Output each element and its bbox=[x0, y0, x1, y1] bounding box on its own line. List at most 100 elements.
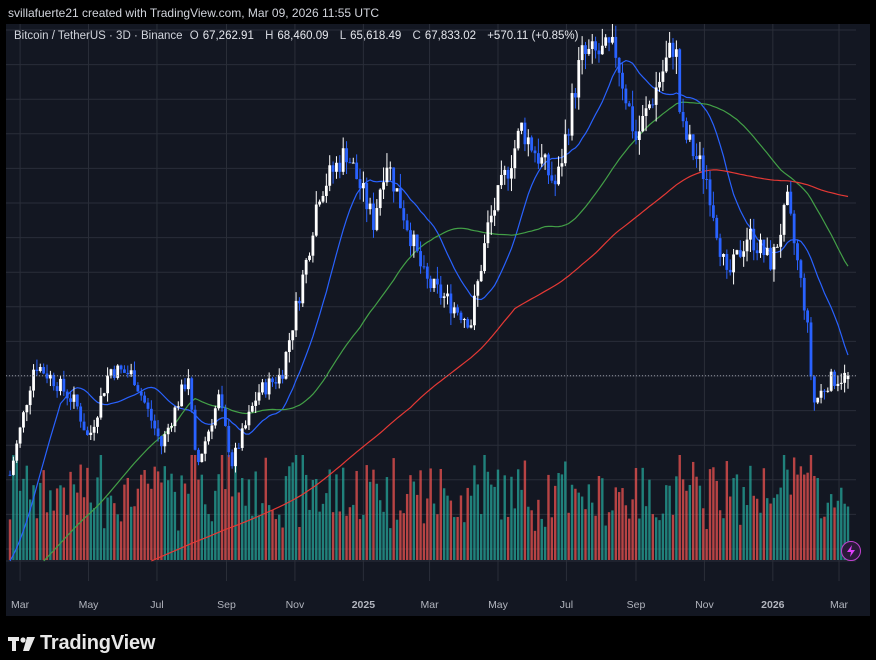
candle bbox=[641, 104, 645, 133]
volume-bar bbox=[661, 513, 665, 560]
candle-body bbox=[385, 167, 389, 183]
candle-body bbox=[11, 460, 15, 475]
tradingview-logo[interactable]: TradingView bbox=[8, 632, 155, 655]
candle bbox=[52, 372, 56, 391]
x-axis-tick-label: Sep bbox=[627, 599, 646, 611]
volume-bar bbox=[591, 502, 594, 560]
candle-body bbox=[405, 220, 409, 231]
candle bbox=[843, 364, 847, 393]
candle-body bbox=[234, 447, 237, 467]
lightning-bolt-icon[interactable] bbox=[841, 541, 861, 561]
volume-bar bbox=[264, 457, 267, 560]
candle bbox=[452, 302, 456, 318]
candle-body bbox=[160, 436, 163, 447]
candle-body bbox=[173, 407, 177, 427]
candle bbox=[506, 166, 510, 191]
candle bbox=[806, 308, 810, 333]
candle bbox=[688, 124, 692, 142]
volume-bar bbox=[89, 502, 92, 560]
volume-bar bbox=[261, 503, 264, 560]
volume-bar bbox=[843, 503, 846, 560]
volume-bar bbox=[776, 494, 779, 560]
volume-bar bbox=[803, 474, 806, 560]
candle-body bbox=[102, 393, 106, 396]
candle-body bbox=[351, 162, 355, 164]
candle-body bbox=[573, 93, 577, 98]
candle bbox=[631, 90, 635, 139]
candle bbox=[156, 420, 160, 442]
candle bbox=[372, 192, 375, 238]
candle-body bbox=[510, 168, 513, 179]
volume-bar bbox=[166, 480, 170, 560]
volume-bar bbox=[523, 460, 527, 560]
chart-panel[interactable]: Mar May Jul Sep Nov 2025 Mar May Jul Sep Nov 2026 Ma… bbox=[6, 24, 870, 616]
volume-bar bbox=[419, 470, 422, 560]
candle bbox=[718, 233, 722, 267]
candle-body bbox=[348, 162, 352, 164]
volume-bar bbox=[829, 494, 833, 560]
candle bbox=[38, 363, 42, 373]
price-chart[interactable]: Mar May Jul Sep Nov 2025 Mar May Jul Sep Nov 2026 Ma… bbox=[6, 24, 870, 616]
candle bbox=[8, 470, 12, 476]
volume-bar bbox=[671, 514, 675, 560]
volume-bar bbox=[554, 485, 557, 560]
candle bbox=[355, 154, 359, 180]
volume-bar bbox=[688, 484, 692, 560]
candle bbox=[240, 423, 244, 451]
volume-bar bbox=[459, 495, 463, 560]
candle-body bbox=[631, 106, 635, 132]
volume-bar bbox=[129, 506, 133, 560]
volume-bar bbox=[840, 487, 843, 560]
volume-bar bbox=[769, 503, 772, 560]
volume-bar bbox=[96, 477, 99, 560]
volume-bar bbox=[564, 461, 567, 560]
candle bbox=[348, 157, 352, 164]
volume-bar bbox=[210, 521, 214, 560]
candle bbox=[197, 447, 200, 466]
x-axis-tick-label: Nov bbox=[286, 599, 305, 611]
candle bbox=[651, 98, 655, 109]
candle-body bbox=[600, 45, 604, 55]
candle-body bbox=[133, 370, 136, 386]
candle-body bbox=[749, 228, 752, 240]
low-value: 65,618.49 bbox=[350, 30, 402, 42]
candle bbox=[486, 210, 490, 249]
candle bbox=[304, 258, 308, 284]
candle-body bbox=[176, 406, 180, 408]
candle-body bbox=[197, 449, 200, 463]
volume-bar bbox=[315, 478, 318, 560]
candle bbox=[782, 203, 786, 242]
volume-bar bbox=[816, 478, 819, 560]
volume-bar bbox=[439, 468, 442, 560]
volume-bar bbox=[281, 527, 284, 560]
volume-bar bbox=[150, 488, 153, 560]
candle-body bbox=[685, 121, 688, 140]
candle bbox=[637, 115, 641, 155]
candle bbox=[32, 364, 35, 398]
candle-body bbox=[587, 48, 591, 55]
volume-bar bbox=[678, 455, 681, 560]
candle-body bbox=[846, 375, 850, 380]
volume-bar bbox=[708, 469, 712, 560]
symbol-label[interactable]: Bitcoin / TetherUS · 3D · Binance bbox=[14, 30, 183, 42]
volume-bar bbox=[59, 485, 62, 560]
candle bbox=[644, 96, 648, 132]
candle bbox=[75, 394, 79, 410]
candle bbox=[86, 426, 89, 436]
candle bbox=[72, 386, 76, 409]
candle-body bbox=[590, 41, 594, 49]
candle-body bbox=[789, 191, 793, 214]
candle-body bbox=[388, 167, 392, 169]
volume-bar bbox=[833, 507, 836, 560]
candle bbox=[324, 173, 328, 203]
volume-bar bbox=[752, 495, 755, 560]
candle bbox=[658, 72, 661, 92]
candle-body bbox=[705, 178, 709, 180]
volume-bar bbox=[237, 492, 241, 560]
volume-bar bbox=[543, 526, 547, 560]
change-value: +570.11 (+0.85%) bbox=[487, 30, 579, 42]
volume-bar bbox=[99, 455, 103, 560]
candle-body bbox=[755, 250, 759, 254]
volume-bar bbox=[66, 515, 69, 560]
volume-bar bbox=[604, 525, 607, 560]
